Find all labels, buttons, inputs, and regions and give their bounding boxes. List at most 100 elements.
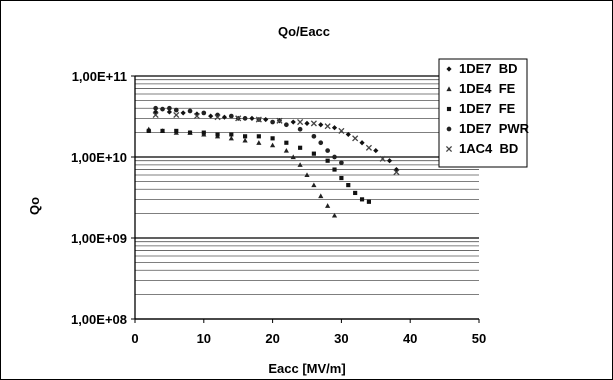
data-point (297, 162, 303, 167)
x-marker-stroke (379, 155, 386, 162)
data-point (173, 111, 180, 119)
data-point (325, 203, 331, 208)
data-point (318, 140, 324, 146)
y-tick-label: 1,00E+11 (72, 69, 127, 84)
x-axis-label: Eacc [MV/m] (268, 361, 345, 376)
legend-marker (446, 86, 452, 92)
data-point (311, 133, 317, 139)
x-marker-stroke (276, 117, 283, 124)
data-point (332, 154, 337, 160)
series-4 (152, 111, 400, 176)
data-point (201, 110, 207, 116)
data-point (160, 128, 165, 133)
data-point (373, 147, 379, 154)
data-point (166, 109, 172, 115)
data-point (290, 119, 296, 125)
data-point (152, 111, 159, 119)
data-point (346, 183, 351, 188)
legend-label: 1DE7 FE (459, 101, 516, 116)
data-points (146, 105, 400, 218)
x-marker-stroke (152, 111, 159, 119)
data-point (221, 114, 228, 120)
data-point (167, 105, 172, 111)
tick-labels: 0 10 20 30 40 50 1,00E+08 1,00E+09 1,00E+10 1,00E… (71, 69, 486, 346)
x-tick-label: 10 (197, 331, 211, 346)
data-point (339, 160, 344, 166)
data-point (187, 130, 193, 135)
data-point (331, 212, 338, 218)
x-tick-label: 50 (472, 331, 486, 346)
data-point (208, 113, 214, 119)
data-point (242, 137, 248, 143)
data-point (339, 175, 344, 181)
axes (134, 76, 479, 320)
data-point (243, 134, 248, 139)
x-tick-label: 0 (131, 331, 138, 346)
x-tick-label: 40 (403, 331, 417, 346)
legend-marker (445, 145, 453, 153)
data-point (310, 120, 317, 127)
series-2 (146, 128, 371, 204)
data-point (353, 190, 358, 196)
data-point (229, 132, 234, 137)
data-point (311, 151, 316, 156)
legend-marker (446, 106, 452, 112)
x-marker-stroke (324, 123, 331, 130)
data-point (228, 113, 234, 119)
data-point (284, 122, 289, 128)
data-point (365, 144, 372, 151)
data-point (304, 172, 310, 178)
x-marker-stroke (193, 113, 200, 120)
x-marker-stroke (297, 118, 304, 126)
data-point (283, 147, 289, 153)
x-tick-label: 30 (334, 331, 348, 346)
legend-marker (446, 126, 452, 132)
data-point (311, 182, 317, 188)
data-point (379, 155, 386, 162)
data-point (214, 114, 221, 121)
legend-label: 1DE7 BD (459, 61, 518, 76)
data-point (297, 126, 303, 132)
x-marker-stroke (352, 135, 359, 142)
legend-label: 1AC4 BD (459, 141, 518, 156)
x-marker-stroke (214, 114, 221, 121)
data-point (386, 158, 393, 164)
x-marker-stroke (235, 115, 242, 122)
data-point (338, 127, 345, 134)
series-3 (153, 105, 344, 166)
y-tick-label: 1,00E+09 (71, 231, 127, 246)
data-point (290, 154, 296, 160)
data-point (193, 113, 200, 120)
x-marker-stroke (445, 145, 453, 153)
data-point (228, 135, 234, 141)
data-point (332, 167, 337, 172)
data-point (304, 120, 310, 126)
data-point (187, 108, 193, 114)
data-point (153, 105, 158, 111)
data-point (325, 158, 330, 163)
data-point (180, 110, 186, 116)
data-point (318, 122, 324, 128)
data-point (255, 116, 262, 123)
series-0 (153, 109, 400, 173)
data-point (331, 125, 338, 131)
data-point (325, 148, 330, 153)
chart-title: Qo/Eacc (278, 24, 330, 39)
data-point (215, 132, 220, 137)
data-point (249, 115, 255, 121)
legend-label: 1DE4 FE (459, 81, 516, 96)
data-point (242, 116, 248, 121)
grid-lines (135, 75, 479, 320)
data-point (174, 128, 179, 133)
data-point (297, 118, 304, 126)
data-point (235, 115, 242, 122)
y-tick-label: 1,00E+08 (71, 312, 127, 327)
legend-label: 1DE7 PWR (459, 121, 530, 136)
x-marker-stroke (255, 116, 262, 123)
series-1 (146, 126, 338, 218)
data-point (359, 197, 365, 202)
data-point (270, 136, 275, 141)
data-point (345, 131, 351, 138)
